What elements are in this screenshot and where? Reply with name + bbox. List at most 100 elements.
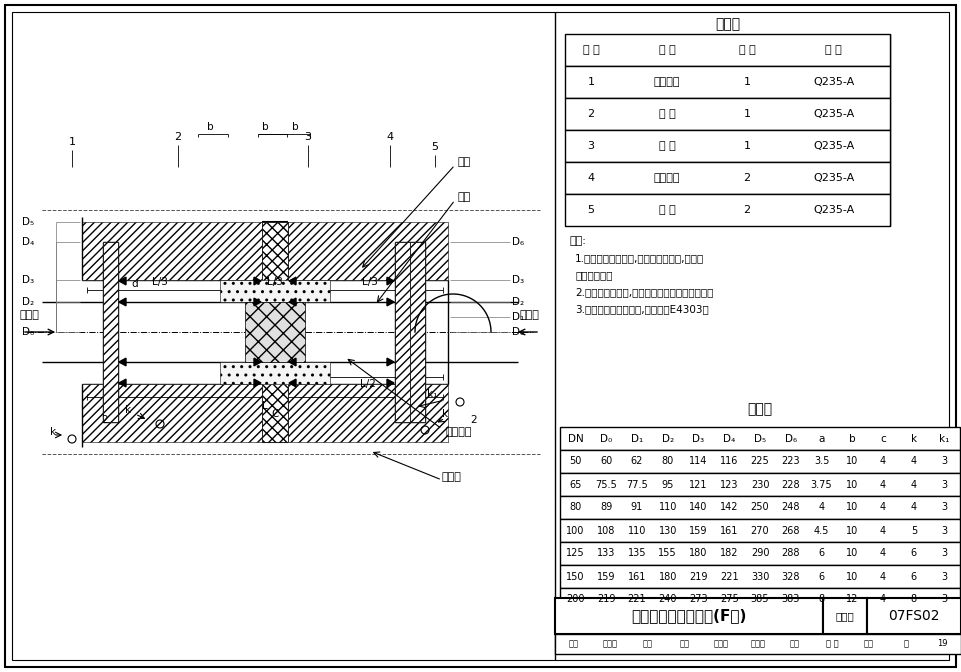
Text: 任 放: 任 放 bbox=[825, 640, 838, 648]
Text: 名 称: 名 称 bbox=[658, 45, 676, 55]
Text: D₄: D₄ bbox=[723, 433, 735, 444]
Text: 4: 4 bbox=[911, 480, 917, 489]
Text: L/3: L/3 bbox=[267, 277, 283, 287]
Bar bbox=[565, 34, 890, 66]
Bar bbox=[565, 162, 890, 194]
Text: 225: 225 bbox=[751, 456, 770, 466]
Bar bbox=[560, 519, 960, 542]
Text: 12: 12 bbox=[846, 595, 858, 605]
Text: D₆: D₆ bbox=[785, 433, 797, 444]
Text: 冲击波: 冲击波 bbox=[520, 310, 540, 320]
Text: 油麻: 油麻 bbox=[458, 157, 471, 167]
Polygon shape bbox=[119, 298, 126, 306]
Text: 385: 385 bbox=[751, 595, 769, 605]
Bar bbox=[565, 66, 890, 98]
Text: 89: 89 bbox=[600, 503, 612, 513]
Text: 任玫: 任玫 bbox=[864, 640, 874, 648]
Text: 4: 4 bbox=[880, 456, 886, 466]
Polygon shape bbox=[254, 358, 261, 366]
Bar bbox=[82, 384, 262, 442]
Text: 10: 10 bbox=[847, 548, 858, 558]
Text: Q235-A: Q235-A bbox=[813, 205, 854, 215]
Text: 3: 3 bbox=[942, 571, 948, 581]
Text: 50: 50 bbox=[569, 456, 581, 466]
Text: 2: 2 bbox=[175, 132, 182, 142]
Text: 80: 80 bbox=[569, 503, 581, 513]
Text: 221: 221 bbox=[720, 571, 739, 581]
Text: 80: 80 bbox=[661, 456, 674, 466]
Text: D₁: D₁ bbox=[630, 433, 643, 444]
Text: a: a bbox=[819, 433, 825, 444]
Text: D₀: D₀ bbox=[512, 327, 524, 337]
Polygon shape bbox=[289, 379, 296, 387]
Text: 10: 10 bbox=[847, 503, 858, 513]
Text: 91: 91 bbox=[630, 503, 643, 513]
Text: 4: 4 bbox=[587, 173, 595, 183]
Bar bbox=[560, 588, 960, 611]
Text: 翼 环: 翼 环 bbox=[658, 109, 676, 119]
Text: D₃: D₃ bbox=[692, 433, 704, 444]
Text: 328: 328 bbox=[781, 571, 800, 581]
Bar bbox=[565, 98, 890, 130]
Text: 页: 页 bbox=[903, 640, 908, 648]
Text: 240: 240 bbox=[658, 595, 677, 605]
Text: 3.75: 3.75 bbox=[811, 480, 832, 489]
Polygon shape bbox=[119, 277, 126, 285]
Text: 防护密闭套管安装图(F型): 防护密闭套管安装图(F型) bbox=[631, 609, 747, 624]
Text: 07FS02: 07FS02 bbox=[888, 609, 940, 623]
Text: Q235-A: Q235-A bbox=[813, 109, 854, 119]
Text: 审核: 审核 bbox=[569, 640, 579, 648]
Text: 223: 223 bbox=[781, 456, 801, 466]
Text: 8: 8 bbox=[911, 595, 917, 605]
Text: 135: 135 bbox=[628, 548, 646, 558]
Text: 挡 板: 挡 板 bbox=[658, 205, 676, 215]
Text: 8: 8 bbox=[819, 595, 825, 605]
Bar bbox=[245, 302, 305, 362]
Text: D₆: D₆ bbox=[512, 237, 524, 247]
Text: 270: 270 bbox=[751, 526, 770, 536]
Text: 116: 116 bbox=[720, 456, 738, 466]
Bar bbox=[220, 280, 330, 302]
Text: D₀: D₀ bbox=[600, 433, 612, 444]
Text: 许为民: 许为民 bbox=[603, 640, 618, 648]
Text: 142: 142 bbox=[720, 503, 738, 513]
Text: 155: 155 bbox=[658, 548, 677, 558]
Text: 5: 5 bbox=[911, 526, 917, 536]
Text: 10: 10 bbox=[847, 480, 858, 489]
Text: 121: 121 bbox=[689, 480, 707, 489]
Polygon shape bbox=[254, 379, 261, 387]
Text: 庄佐辉: 庄佐辉 bbox=[751, 640, 766, 648]
Text: L/2: L/2 bbox=[360, 379, 376, 389]
Text: b: b bbox=[207, 122, 213, 132]
Bar bbox=[103, 242, 118, 422]
Text: L: L bbox=[262, 401, 268, 411]
Text: k: k bbox=[125, 405, 131, 415]
Bar bbox=[560, 473, 960, 496]
Text: 尺寸表: 尺寸表 bbox=[748, 402, 773, 416]
Text: D₁: D₁ bbox=[512, 312, 524, 322]
Text: 设计: 设计 bbox=[790, 640, 800, 648]
Text: 固定法兰: 固定法兰 bbox=[653, 173, 680, 183]
Text: 4: 4 bbox=[911, 456, 917, 466]
Text: 4: 4 bbox=[880, 503, 886, 513]
Polygon shape bbox=[119, 358, 126, 366]
Text: 钢管: 钢管 bbox=[458, 192, 471, 202]
Text: 65: 65 bbox=[569, 480, 581, 489]
Text: D₅: D₅ bbox=[22, 217, 34, 227]
Text: 219: 219 bbox=[597, 595, 615, 605]
Text: 268: 268 bbox=[781, 526, 800, 536]
Text: 95: 95 bbox=[661, 480, 674, 489]
Bar bbox=[262, 222, 288, 442]
Text: 123: 123 bbox=[720, 480, 738, 489]
Bar bbox=[410, 242, 425, 422]
Text: 3: 3 bbox=[942, 526, 948, 536]
Text: 161: 161 bbox=[628, 571, 646, 581]
Text: 62: 62 bbox=[630, 456, 643, 466]
Text: 冲击波: 冲击波 bbox=[20, 310, 39, 320]
Text: 10: 10 bbox=[847, 571, 858, 581]
Text: b: b bbox=[849, 433, 855, 444]
Text: 60: 60 bbox=[600, 456, 612, 466]
Text: 133: 133 bbox=[597, 548, 615, 558]
Text: 说明:: 说明: bbox=[569, 236, 586, 246]
Text: 档 圈: 档 圈 bbox=[658, 141, 676, 151]
